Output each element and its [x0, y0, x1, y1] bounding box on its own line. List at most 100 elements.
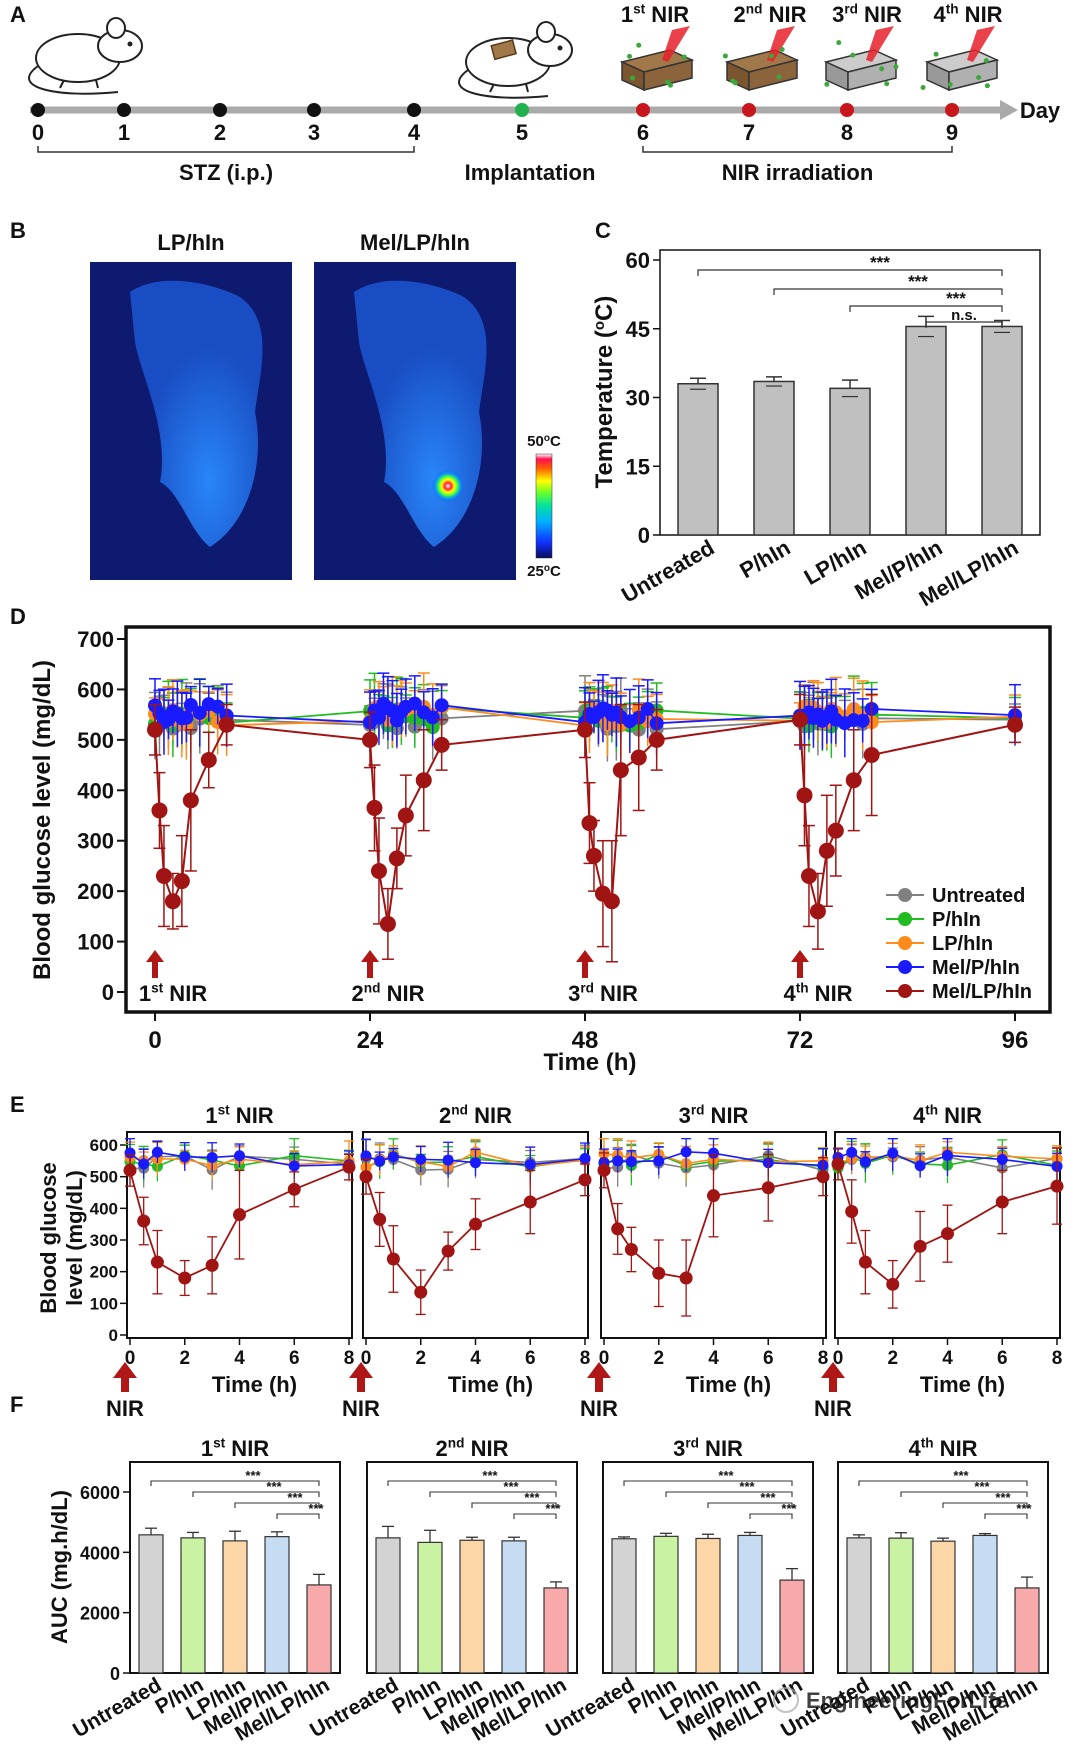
chart-f-title-2: 2nd NIR: [436, 1436, 509, 1461]
chart-f-sig-label-4-1: ***: [974, 1479, 990, 1494]
chart-d-series-point-3-50: [855, 713, 870, 728]
chart-f-bar-2-1: [417, 1541, 443, 1674]
chart-d-xlabel: Time (h): [544, 1049, 637, 1076]
chart-d-legend-label-1: P/hIn: [932, 909, 981, 931]
chart-e-title-1-base: 1: [205, 1103, 217, 1128]
day-dot-9: [945, 103, 959, 117]
chart-f-bar-1-1: [180, 1537, 206, 1674]
chart-d-nir-marker-4: 4th NIR: [783, 950, 853, 1006]
chart-e-xtick-label-2-6: 6: [525, 1348, 536, 1369]
chart-d-series-point-3-11: [210, 699, 225, 714]
chart-e-nir-arrow-1: [113, 1362, 137, 1392]
chart-e-series-point-4-3-6: [996, 1153, 1008, 1165]
release-dot-2-4: [769, 53, 775, 59]
nir-label-1-base: 1: [621, 2, 633, 27]
bracket-nir-label: NIR irradiation: [722, 160, 874, 185]
chart-d-series-point-4-6: [200, 752, 217, 769]
chart-d-xtick-label-24: 24: [357, 1027, 384, 1054]
chart-e-series-line-1-4: [129, 1166, 350, 1280]
chart-e-series-point-2-3-2: [387, 1151, 399, 1163]
chart-f-title-4-sup: th: [921, 1436, 934, 1451]
chart-d-ytick-label-0: 0: [102, 980, 114, 1005]
chart-e-series-point-2-4-3: [414, 1285, 428, 1299]
chart-f-sig-label-4-0: ***: [953, 1468, 969, 1483]
chart-d-nir-label-1: 1st NIR: [139, 981, 207, 1006]
chart-e-ylabel-line1: Blood glucose: [36, 1162, 61, 1314]
chart-e-xtick-label-1-8: 8: [344, 1348, 355, 1369]
chart-e-nir-label-4: NIR: [814, 1396, 852, 1421]
nir-label-3-sup: rd: [844, 2, 858, 17]
chart-e-xtick-label-1-4: 4: [234, 1348, 245, 1369]
chart-e-series-point-2-3-1: [374, 1155, 386, 1167]
chart-d-nir-arrow-3: [576, 950, 594, 978]
chart-c-sig-bracket-0: [697, 269, 1003, 276]
chart-d-series-point-4-10: [370, 862, 387, 879]
chart-e-series-point-4-4-5: [941, 1227, 954, 1241]
chart-e-title-1-rest: NIR: [230, 1103, 274, 1128]
chart-f-ylabel: AUC (mg.h/dL): [47, 1490, 72, 1644]
day-number-5: 5: [516, 120, 528, 145]
watermark-layer: EngineeringForLife: [773, 1687, 1008, 1713]
chart-d-nir-label-4-rest: NIR: [809, 981, 853, 1006]
day-dot-8: [840, 103, 854, 117]
panel-letter-d: D: [10, 604, 26, 629]
chart-e-title-3: 3rd NIR: [679, 1103, 749, 1128]
release-dot-4-4: [933, 51, 939, 57]
chart-e-title-1: 1st NIR: [205, 1103, 273, 1128]
colorbar-max-c: C: [550, 433, 561, 450]
chart-e-xtick-label-2-0: 0: [361, 1348, 372, 1369]
nir-label-4-base: 4: [933, 2, 946, 27]
chart-f-sig-bracket-3-0: [623, 1480, 793, 1486]
chart-d-nir-label-3-sup: rd: [580, 981, 594, 996]
chart-e-series-point-1-4-2: [150, 1255, 164, 1269]
chart-f-sig-label-2-0: ***: [482, 1468, 498, 1483]
chart-e-title-4-sup: th: [925, 1103, 938, 1118]
chart-f-sig-label-2-2: ***: [524, 1490, 540, 1505]
chart-d-legend-marker-2: [898, 936, 912, 950]
chart-d-nir-label-4-base: 4: [783, 981, 796, 1006]
chart-e-xlabel-2: Time (h): [448, 1372, 533, 1397]
chart-d-series-4: [147, 693, 1023, 963]
mouse-stz-eye: [127, 41, 133, 47]
bracket-nir: NIR irradiation: [642, 146, 953, 185]
chart-e-series-point-1-4-6: [287, 1182, 301, 1196]
chart-e-series-point-2-4-4: [441, 1244, 455, 1258]
chart-e-series-point-4-4-7: [1050, 1179, 1064, 1193]
chart-f-sig-label-1-3: ***: [308, 1501, 324, 1516]
chart-c-ytick-label-60: 60: [626, 248, 650, 273]
chart-f-sig-bracket-2-1: [429, 1491, 557, 1497]
scaffold-4: [920, 26, 1000, 92]
chart-e-xtick-label-3-4: 4: [708, 1348, 719, 1369]
mouse-implant-tail: [458, 69, 549, 99]
chart-e-series-point-1-3-3: [179, 1151, 191, 1163]
chart-c-ylabel: Temperature (oC): [591, 296, 618, 489]
chart-e-series-point-4-4-3: [886, 1277, 900, 1291]
panel-letter-a: A: [10, 2, 26, 27]
chart-d-legend-label-0: Untreated: [932, 885, 1025, 907]
chart-c-sig-bracket-1: [773, 288, 1003, 295]
chart-d-nir-label-2-base: 2: [352, 981, 364, 1006]
chart-d-series-point-4-28: [818, 842, 835, 859]
laser-beam-2: [767, 26, 795, 62]
chart-c-sig-label-3: n.s.: [951, 307, 977, 324]
chart-c-ylabel-main: Temperature (: [591, 330, 618, 488]
chart-e-xtick-label-3-2: 2: [653, 1348, 664, 1369]
chart-f-sig-label-1-2: ***: [287, 1490, 303, 1505]
chart-e-title-2-base: 2: [439, 1103, 451, 1128]
chart-c-ylabel-end: C): [591, 296, 618, 321]
mouse-stz-leg1: [59, 79, 65, 89]
chart-f-title-2-sup: nd: [448, 1436, 465, 1451]
release-dot-2-1: [722, 53, 728, 59]
nir-label-1-sup: st: [633, 2, 646, 17]
chart-f-sig-bracket-2-3: [513, 1513, 557, 1519]
chart-d-legend-marker-1: [898, 912, 912, 926]
chart-f-bar-2-2: [459, 1539, 485, 1674]
chart-d-series-point-3-15: [371, 710, 386, 725]
chart-d-series-point-4-8: [362, 731, 378, 748]
chart-f-sig-label-4-2: ***: [995, 1490, 1011, 1505]
chart-e-series-point-4-4-1: [845, 1205, 859, 1218]
chart-e-series-point-1-3-6: [288, 1160, 300, 1172]
nir-label-4: 4th NIR: [933, 2, 1002, 27]
chart-d-nir-label-2-sup: nd: [364, 981, 381, 996]
